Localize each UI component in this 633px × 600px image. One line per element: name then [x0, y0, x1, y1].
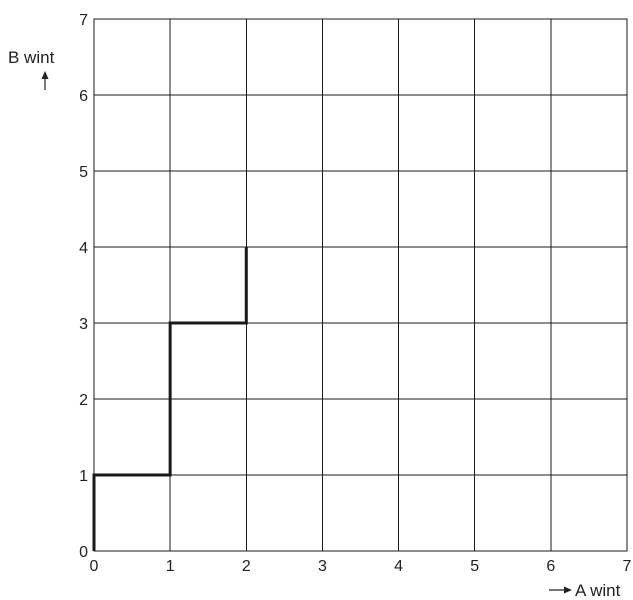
x-tick-label: 1: [166, 558, 175, 575]
x-tick-label: 6: [546, 558, 555, 575]
y-tick-label: 6: [79, 88, 88, 105]
x-tick-label: 5: [470, 558, 479, 575]
y-tick-label: 5: [79, 164, 88, 181]
x-axis-title: A wint: [575, 581, 621, 600]
y-tick-label: 1: [79, 468, 88, 485]
x-axis-arrow-icon: [549, 586, 572, 594]
x-tick-label: 3: [318, 558, 327, 575]
y-tick-label: 3: [79, 316, 88, 333]
y-tick-label: 4: [79, 240, 88, 257]
y-tick-label: 0: [79, 544, 88, 561]
y-tick-label: 2: [79, 392, 88, 409]
y-tick-label: 7: [79, 12, 88, 29]
y-axis-arrow-icon: [41, 71, 49, 90]
x-tick-label: 2: [242, 558, 251, 575]
x-tick-label: 7: [623, 558, 632, 575]
grid: [93, 18, 628, 552]
y-axis-title: B wint: [8, 48, 55, 67]
x-tick-label: 4: [394, 558, 403, 575]
series-line: [92, 247, 248, 551]
tick-labels: 0 1 2 3 4 5 6 7 0 1 2 3 4 5 6 7: [79, 12, 631, 575]
plot-frame: [93, 18, 628, 552]
x-tick-label: 0: [90, 558, 99, 575]
series-layer: [92, 247, 248, 551]
